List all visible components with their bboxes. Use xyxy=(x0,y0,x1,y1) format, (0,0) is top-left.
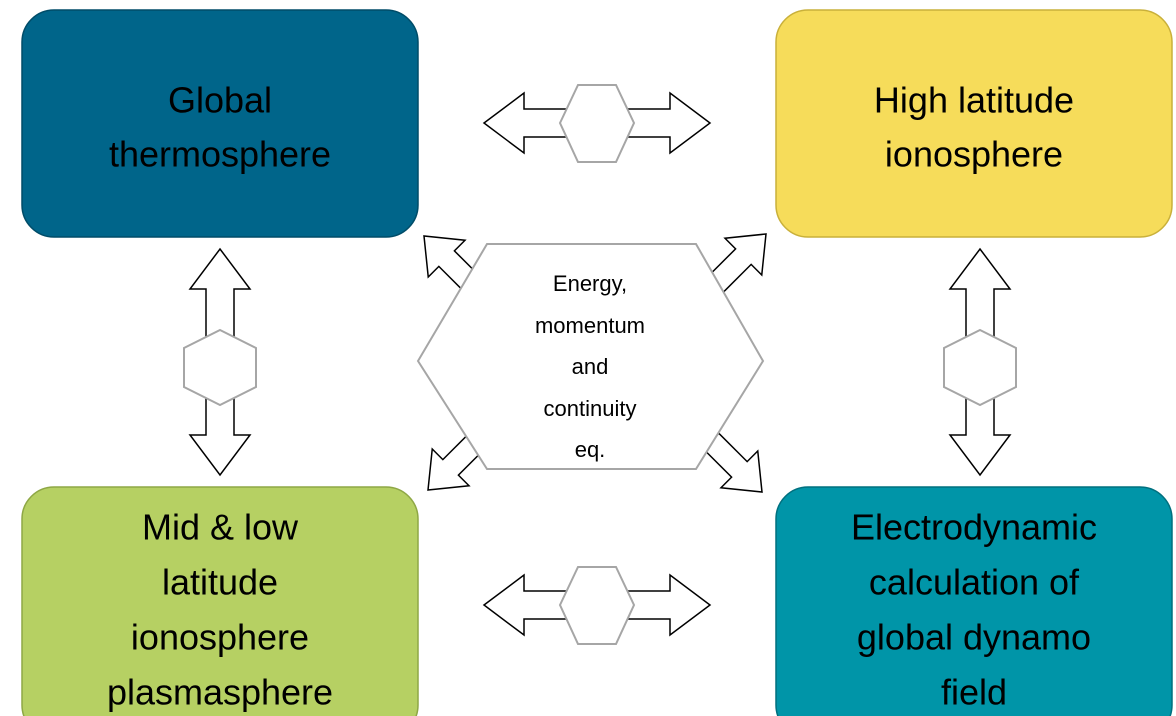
box-label: thermosphere xyxy=(109,134,331,175)
box-label: Global xyxy=(168,80,272,121)
small-hexagon xyxy=(943,328,1017,407)
box-label: ionosphere xyxy=(131,617,309,658)
box-label: ionosphere xyxy=(885,134,1063,175)
box-label: Mid & low xyxy=(142,507,299,548)
box-label: latitude xyxy=(162,562,278,603)
small-hexagon xyxy=(183,328,257,407)
center-label: momentum xyxy=(535,313,645,338)
box-mid-low-latitude xyxy=(21,486,419,716)
small-hexagon xyxy=(558,84,636,163)
center-hexagon xyxy=(416,243,765,470)
box-label: High latitude xyxy=(874,80,1074,121)
box-label: calculation of xyxy=(869,562,1080,603)
box-high-latitude xyxy=(775,9,1173,238)
box-label: plasmasphere xyxy=(107,672,333,713)
box-label: global dynamo xyxy=(857,617,1091,658)
small-hexagon xyxy=(558,566,636,645)
center-label: eq. xyxy=(575,437,606,462)
center-label: and xyxy=(572,354,609,379)
box-label: field xyxy=(941,672,1007,713)
box-global-thermosphere xyxy=(21,9,419,238)
center-label: Energy, xyxy=(553,271,627,296)
box-label: Electrodynamic xyxy=(851,507,1097,548)
box-electrodynamic xyxy=(775,486,1173,716)
center-label: continuity xyxy=(544,396,637,421)
